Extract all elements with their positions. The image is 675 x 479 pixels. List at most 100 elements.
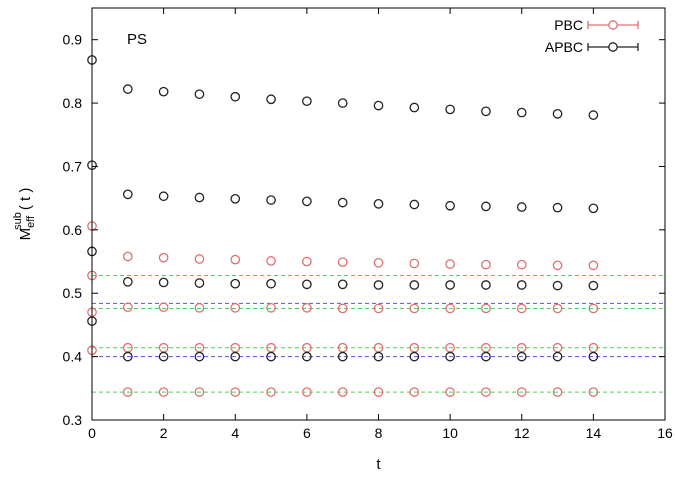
data-point [230,91,241,102]
data-point [552,260,563,271]
y-tick-label: 0.3 [63,412,83,428]
x-tick-label: 14 [586,425,602,441]
x-tick-label: 2 [160,425,168,441]
data-point [516,107,527,118]
y-tick-label: 0.4 [63,349,83,365]
data-point [445,351,455,362]
x-tick-label: 16 [657,425,673,441]
y-axis-label-main: M [17,228,34,241]
data-point [516,351,527,362]
data-point [158,387,169,397]
data-point [122,387,133,397]
data-point [481,201,491,212]
y-tick-label: 0.8 [63,95,83,111]
data-point [409,303,420,314]
data-point [373,387,384,397]
data-point [230,254,241,265]
x-tick-label: 6 [303,425,311,441]
y-tick-label: 0.7 [63,158,83,174]
data-point [194,302,205,313]
data-point [409,258,420,269]
data-point [302,387,312,397]
data-point [588,387,599,397]
data-point [552,202,563,213]
data-point [266,94,276,105]
legend: PBC APBC [545,17,639,55]
data-point [445,259,455,269]
series-apbc [87,55,599,362]
data-point [194,254,205,264]
data-point [158,86,169,97]
data-point [552,387,563,397]
data-point [122,276,133,287]
data-point [445,280,455,290]
data-point [194,89,205,100]
x-tick-label: 12 [514,425,530,441]
data-point [445,387,455,397]
data-point [481,259,491,270]
data-point [158,302,169,313]
y-axis-label-sup: sub [12,212,24,230]
ticks-layer: 0 2 4 6 8 10 12 14 16 0.3 0.4 0.5 0.6 0.7 0.8 0.9 [63,8,673,441]
legend-label-apbc: APBC [545,39,583,55]
data-point [158,277,169,288]
y-tick-label: 0.5 [63,285,83,301]
data-point [409,387,420,397]
data-point [445,200,455,211]
data-point [588,260,599,271]
x-tick-label: 4 [231,425,239,441]
data-point [552,109,563,119]
data-point [266,302,276,313]
data-point [373,280,384,290]
data-point [122,351,133,362]
data-point [158,252,169,263]
legend-label-pbc: PBC [554,17,583,33]
data-point [194,351,205,362]
data-point [302,302,312,313]
data-point [516,303,527,314]
legend-symbol-apbc [587,42,639,52]
data-point [194,278,205,288]
data-point [266,195,276,205]
data-point [373,257,384,268]
data-point [409,280,420,290]
data-point [230,278,241,289]
data-point [302,96,312,107]
data-point [516,387,527,397]
data-point [158,191,169,202]
data-point [302,196,312,207]
x-tick-label: 8 [375,425,383,441]
data-point [516,202,527,212]
data-point [373,100,384,111]
series-layer [87,55,599,397]
data-point [194,192,205,203]
data-point [481,303,491,314]
data-point [373,303,384,314]
data-point [122,189,133,200]
data-point [302,256,312,267]
data-point [230,302,241,313]
legend-marker [608,20,618,30]
data-point [445,303,455,314]
data-point [302,279,312,290]
data-point [194,387,205,397]
data-point [122,251,133,262]
x-tick-label: 10 [442,425,458,441]
data-point [266,351,276,362]
data-point [266,387,276,397]
data-point [588,203,599,214]
data-point [373,351,384,362]
data-point [122,84,133,94]
y-axis-label-sub: eff [25,215,37,228]
y-axis-label: Meffsub( t ) [12,188,37,241]
data-point [588,351,599,362]
plot-frame [91,7,666,421]
data-point [337,351,348,362]
data-point [337,197,348,208]
data-point [122,302,133,313]
data-point [230,193,241,204]
series-pbc [87,221,599,397]
x-tick-label: 0 [88,425,96,441]
